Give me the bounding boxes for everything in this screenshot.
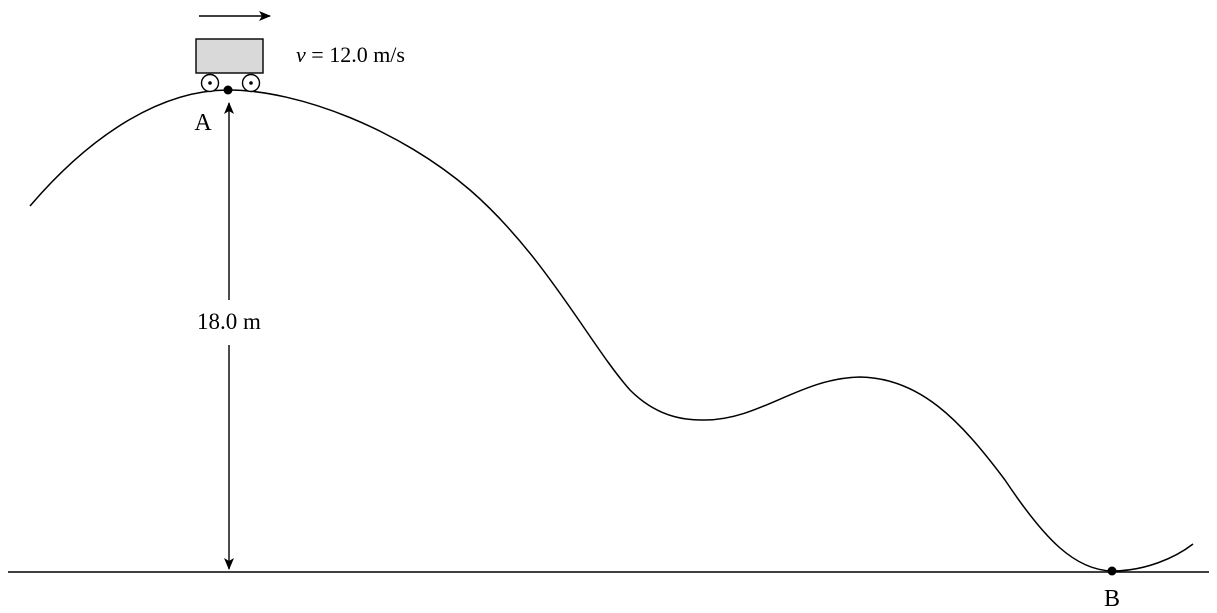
wheel-icon (241, 73, 261, 93)
point-a-dot (223, 85, 233, 95)
velocity-label: v = 12.0 m/s (296, 42, 405, 67)
point-a-label: A (194, 110, 212, 136)
cart (195, 38, 264, 93)
velocity-equals: = (306, 42, 329, 67)
point-b-label: B (1104, 586, 1120, 612)
point-b-dot (1107, 566, 1117, 576)
velocity-symbol: v (296, 42, 306, 67)
wheel-icon (200, 73, 220, 93)
cart-body (195, 38, 264, 74)
velocity-value: 12.0 (329, 42, 368, 67)
velocity-unit: m/s (368, 42, 405, 67)
height-label: 18.0 m (197, 309, 261, 334)
track-curve (29, 89, 1194, 572)
